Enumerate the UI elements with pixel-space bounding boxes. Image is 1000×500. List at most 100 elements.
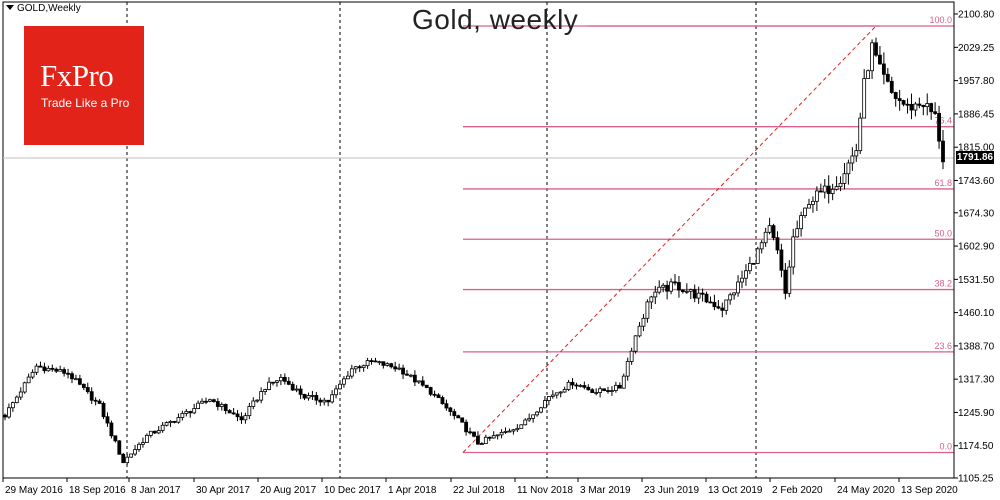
price-tick-label: 1105.25 xyxy=(958,474,994,485)
candle-body xyxy=(472,431,476,437)
candle-body xyxy=(298,388,303,395)
candle-body xyxy=(401,367,405,375)
time-tick-label: 11 Nov 2018 xyxy=(517,485,573,496)
candle-body xyxy=(921,104,926,108)
time-tick-label: 18 Sep 2016 xyxy=(69,485,126,496)
candle-body xyxy=(594,392,599,394)
candle-body xyxy=(200,400,204,404)
candle-body xyxy=(180,413,185,418)
candle-body xyxy=(554,392,559,396)
candle-body xyxy=(369,360,374,362)
candle-body xyxy=(121,453,126,464)
candle-body xyxy=(937,113,941,142)
price-tick-label: 1886.45 xyxy=(958,109,995,120)
candle-body xyxy=(479,443,484,445)
candle-body xyxy=(113,435,118,442)
fib-level-label-38.2: 38.2 xyxy=(934,279,952,289)
candle-body xyxy=(448,407,453,412)
candle-body xyxy=(661,284,666,288)
candle-body xyxy=(814,190,819,202)
candle-body xyxy=(499,432,504,436)
candle-body xyxy=(271,381,275,384)
candle-body xyxy=(897,98,902,101)
price-tick-label: 1317.30 xyxy=(958,375,995,386)
candle-body xyxy=(409,374,413,377)
candle-body xyxy=(365,360,370,367)
time-tick-label: 24 May 2020 xyxy=(837,485,895,496)
candle-body xyxy=(917,103,922,106)
candle-body xyxy=(925,103,930,108)
price-tick-label: 2029.25 xyxy=(958,43,995,54)
price-tick-label: 1388.70 xyxy=(958,341,995,352)
candle-body xyxy=(724,299,729,311)
candle-body xyxy=(294,388,299,391)
candle-body xyxy=(590,389,595,394)
candle-body xyxy=(818,190,823,193)
candle-body xyxy=(586,386,591,391)
candle-body xyxy=(503,430,508,433)
dropdown-icon[interactable] xyxy=(6,5,14,10)
candle-body xyxy=(700,292,705,295)
candle-body xyxy=(759,242,764,250)
candle-body xyxy=(172,421,177,423)
candle-body xyxy=(941,140,945,163)
candle-body xyxy=(736,281,740,294)
candle-body xyxy=(259,391,264,401)
fxpro-logo: FxPro Trade Like a Pro xyxy=(24,26,144,145)
candle-body xyxy=(278,376,283,382)
candle-body xyxy=(196,402,201,409)
candle-body xyxy=(491,435,496,439)
candle-body xyxy=(357,366,362,369)
candle-body xyxy=(716,306,721,309)
candle-body xyxy=(38,365,43,368)
candle-body xyxy=(97,400,102,404)
candle-body xyxy=(54,368,59,372)
candle-body xyxy=(424,384,429,388)
price-tick-label: 1245.90 xyxy=(958,408,995,419)
candle-body xyxy=(495,434,500,437)
candle-body xyxy=(889,80,894,93)
candle-body xyxy=(523,419,528,426)
candle-body xyxy=(223,404,228,411)
candle-body xyxy=(874,42,878,56)
candle-body xyxy=(712,302,717,308)
candle-body xyxy=(795,228,800,238)
candle-body xyxy=(476,435,480,445)
candle-body xyxy=(160,424,165,431)
time-tick-label: 8 Jan 2017 xyxy=(131,485,181,496)
candle-body xyxy=(487,436,492,439)
candle-body xyxy=(381,361,386,366)
candle-body xyxy=(74,378,78,381)
candle-body xyxy=(10,402,15,409)
candle-body xyxy=(744,270,748,279)
candle-body xyxy=(141,442,145,445)
candle-body xyxy=(708,301,713,304)
candle-body xyxy=(850,155,855,164)
candle-body xyxy=(105,416,110,424)
candle-body xyxy=(227,410,232,414)
candle-body xyxy=(255,399,260,402)
candle-body xyxy=(617,384,622,389)
candle-body xyxy=(440,397,445,405)
candle-body xyxy=(133,449,137,455)
time-tick-label: 29 May 2016 xyxy=(5,485,63,496)
symbol-label[interactable]: GOLD,Weekly xyxy=(6,3,81,14)
candle-body xyxy=(799,215,804,230)
candle-body xyxy=(684,290,689,293)
candle-body xyxy=(613,384,618,391)
candle-body xyxy=(531,414,536,419)
candle-body xyxy=(275,380,279,383)
fib-level-label-76.4: 76.4 xyxy=(934,116,952,126)
candle-body xyxy=(452,411,457,417)
candle-body xyxy=(22,382,27,393)
time-tick-label: 1 Apr 2018 xyxy=(388,485,437,496)
candle-body xyxy=(267,381,271,390)
candle-body xyxy=(740,277,744,283)
time-tick-label: 13 Sep 2020 xyxy=(901,485,958,496)
candle-body xyxy=(286,380,291,385)
candle-body xyxy=(204,400,208,403)
candle-body xyxy=(621,375,626,389)
candle-body xyxy=(633,335,638,352)
candle-body xyxy=(416,380,421,383)
